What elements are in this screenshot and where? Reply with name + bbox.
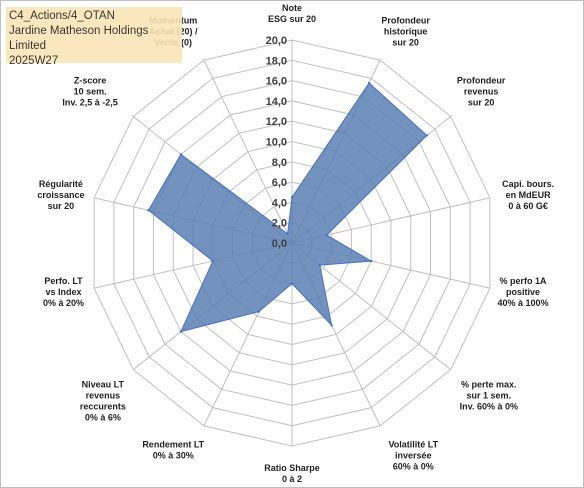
series-point bbox=[425, 134, 429, 137]
badge-line-1: C4_Actions/4_OTAN bbox=[9, 10, 115, 22]
axis-label-line: croissance bbox=[37, 190, 84, 200]
series-point bbox=[290, 282, 294, 285]
tick-label: 8,0 bbox=[272, 157, 287, 169]
tick-label: 2,0 bbox=[272, 218, 287, 230]
axis-label: % perfo 1A positive 40% à 100% bbox=[498, 276, 549, 308]
tick-label: 16,0 bbox=[266, 76, 287, 88]
axis-label-line: Perfo. LT bbox=[44, 276, 83, 286]
series-point bbox=[318, 263, 321, 267]
series-point bbox=[330, 324, 333, 327]
axis-label: Régularité croissance sur 20 bbox=[37, 179, 84, 211]
axis-label-line: Profondeur bbox=[381, 15, 430, 25]
axis-label-line: ESG sur 20 bbox=[268, 14, 316, 24]
axis-label-line: positive bbox=[506, 287, 540, 297]
axis-label-line: Régularité bbox=[39, 179, 83, 189]
tick-label: 12,0 bbox=[266, 116, 287, 128]
axis-label-line: sur 20 bbox=[468, 98, 495, 108]
series-point bbox=[290, 196, 294, 199]
axis-label: Z-score 10 sem. Inv. 2,5 à -2,5 bbox=[62, 76, 117, 108]
axis-label-line: reccurents bbox=[80, 401, 126, 411]
badge-line-2: Jardine Matheson Holdings Limited bbox=[9, 25, 149, 52]
axis-label-line: 0 à 2 bbox=[282, 474, 302, 484]
axis-label-line: vs Index bbox=[45, 287, 81, 297]
axis-label-line: 0% à 6% bbox=[85, 412, 121, 422]
axis-label-line: Inv. 2,5 à -2,5 bbox=[62, 98, 117, 108]
axis-label-line: % perte max. bbox=[461, 379, 517, 389]
axis-label: % perte max. sur 1 sem. Inv. 60% à 0% bbox=[460, 379, 518, 411]
axis-label-line: 10 sem. bbox=[74, 87, 107, 97]
axis-label-line: Note bbox=[282, 3, 302, 13]
axis-label-line: Ratio Sharpe bbox=[264, 463, 320, 473]
series-point bbox=[179, 330, 183, 333]
axis-label-line: 40% à 100% bbox=[498, 298, 549, 308]
tick-label: 14,0 bbox=[266, 96, 287, 108]
tick-label: 20,0 bbox=[266, 35, 287, 47]
title-badge: C4_Actions/4_OTAN Jardine Matheson Holdi… bbox=[6, 7, 182, 67]
tick-label: 18,0 bbox=[266, 55, 287, 67]
axis-label: Profondeur historique sur 20 bbox=[381, 15, 430, 47]
series-point bbox=[179, 153, 183, 156]
axis-label: Profondeur revenus sur 20 bbox=[457, 76, 506, 108]
axis-label-line: en MdEUR bbox=[506, 190, 552, 200]
axis-label-line: Inv. 60% à 0% bbox=[460, 401, 518, 411]
axis-label-line: sur 1 sem. bbox=[467, 390, 512, 400]
series-point bbox=[147, 209, 150, 212]
axis-label-line: revenus bbox=[86, 390, 121, 400]
axis-label-line: sur 20 bbox=[48, 201, 75, 211]
axis-label-line: revenus bbox=[464, 87, 499, 97]
series-point bbox=[211, 259, 215, 263]
series-point bbox=[325, 233, 328, 237]
axis-label-line: Profondeur bbox=[457, 76, 506, 86]
axis-label-line: sur 20 bbox=[392, 37, 419, 47]
axis-label-line: historique bbox=[384, 26, 428, 36]
axis-label: Niveau LT revenus reccurents 0% à 6% bbox=[80, 379, 126, 422]
axis-label-line: Capi. bours. bbox=[502, 179, 554, 189]
series-point bbox=[286, 232, 289, 236]
series-point bbox=[257, 310, 261, 313]
axis-label-line: inversée bbox=[395, 451, 432, 461]
axis-label: Capi. bours. en MdEUR 0 à 60 G€ bbox=[502, 179, 554, 211]
axis-label-line: 60% à 0% bbox=[393, 462, 434, 472]
series-point bbox=[367, 81, 371, 85]
axis-label-line: Z-score bbox=[74, 76, 107, 86]
axis-label: Perfo. LT vs Index 0% à 20% bbox=[43, 276, 84, 308]
axis-label: Rendement LT 0% à 30% bbox=[142, 440, 204, 461]
axis-label-line: 0% à 20% bbox=[43, 298, 84, 308]
axis-label-line: 0 à 60 G€ bbox=[508, 201, 548, 211]
axis-label: Note ESG sur 20 bbox=[268, 3, 316, 24]
axis-spoke bbox=[203, 59, 293, 244]
series-point bbox=[369, 259, 373, 263]
badge-line-3: 2025W27 bbox=[9, 55, 59, 67]
tick-label: 10,0 bbox=[266, 137, 287, 149]
axis-label-line: Niveau LT bbox=[82, 379, 125, 389]
axis-label-line: 0% à 30% bbox=[153, 451, 194, 461]
axis-label-line: Volatilité LT bbox=[388, 440, 438, 450]
axis-label: Volatilité LT inversée 60% à 0% bbox=[388, 440, 438, 472]
axis-label: Ratio Sharpe 0 à 2 bbox=[264, 463, 320, 484]
tick-label: 0,0 bbox=[272, 238, 287, 250]
tick-label: 4,0 bbox=[272, 197, 287, 209]
axis-label-line: % perfo 1A bbox=[500, 276, 548, 286]
axis-label-line: Rendement LT bbox=[142, 440, 204, 450]
tick-label: 6,0 bbox=[272, 177, 287, 189]
